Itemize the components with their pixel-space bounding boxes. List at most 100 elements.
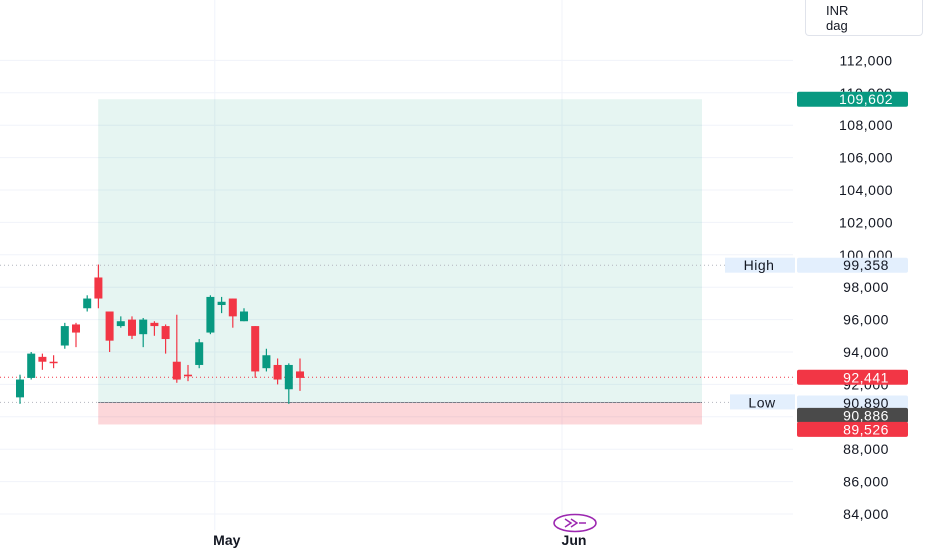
price-tick-label: 106,000 xyxy=(839,150,893,166)
candle-body xyxy=(273,364,282,380)
replay-forward-icon[interactable] xyxy=(553,513,597,533)
candle[interactable] xyxy=(296,358,304,391)
low-price-badge-bg xyxy=(797,395,908,411)
time-axis[interactable]: May Jun xyxy=(213,532,586,548)
low-tag-text: Low xyxy=(748,394,776,410)
candle[interactable] xyxy=(240,308,248,322)
candle[interactable] xyxy=(72,322,80,348)
candle[interactable] xyxy=(228,298,237,328)
candle[interactable] xyxy=(27,352,36,380)
candle[interactable] xyxy=(195,339,204,369)
replay-marker-arrow xyxy=(564,518,586,528)
candle[interactable] xyxy=(49,355,58,369)
low-price-badge: 90,890 xyxy=(797,395,908,411)
currency-label: INR xyxy=(826,3,849,18)
stop-price-badge: 89,526 xyxy=(797,421,908,437)
candle[interactable] xyxy=(262,348,271,372)
candle[interactable] xyxy=(184,364,192,382)
high-price-badge-bg xyxy=(797,257,908,273)
chart-grid xyxy=(0,0,793,530)
candle-body xyxy=(251,326,260,372)
last-price-badge-text: 92,441 xyxy=(843,369,889,385)
candle[interactable] xyxy=(38,353,47,370)
low-price-badge-text: 90,890 xyxy=(843,395,889,411)
low-tag: Low xyxy=(730,394,795,410)
reference-lines xyxy=(0,264,793,403)
interval-label: dag xyxy=(826,18,848,33)
candle[interactable] xyxy=(284,363,293,404)
candle-body xyxy=(128,319,136,336)
price-axis[interactable]: 84,00086,00088,00090,00092,00094,00096,0… xyxy=(839,52,893,522)
high-tag: High xyxy=(725,257,795,273)
candle[interactable] xyxy=(161,324,170,354)
candle[interactable] xyxy=(94,264,103,309)
candle[interactable] xyxy=(251,326,260,378)
price-tick-label: 84,000 xyxy=(843,506,889,522)
candle-body xyxy=(83,298,92,309)
candle-body xyxy=(184,374,192,377)
candles[interactable] xyxy=(16,264,304,404)
candle-body xyxy=(161,326,170,340)
candle-body xyxy=(296,371,304,378)
candle[interactable] xyxy=(16,374,24,404)
candle[interactable] xyxy=(206,295,215,335)
candle-body xyxy=(150,322,159,327)
currency-interval-label[interactable]: INR dag xyxy=(805,0,923,36)
last-price-badge: 92,441 xyxy=(797,369,908,385)
candle-body xyxy=(262,355,271,369)
candle[interactable] xyxy=(105,311,114,353)
candle[interactable] xyxy=(172,314,181,383)
candle-body xyxy=(105,311,114,341)
price-tick-label: 98,000 xyxy=(843,279,889,295)
high-price-badge: 99,358 xyxy=(797,257,908,273)
candle-body xyxy=(72,324,80,333)
replay-marker[interactable] xyxy=(553,513,597,533)
price-tick-label: 96,000 xyxy=(843,312,889,328)
candle-body xyxy=(228,298,237,317)
candle-body xyxy=(38,356,47,362)
candle[interactable] xyxy=(60,322,69,349)
time-tick-label: May xyxy=(213,532,240,548)
candle[interactable] xyxy=(139,317,148,348)
replay-marker-ring xyxy=(553,513,597,533)
candle[interactable] xyxy=(128,316,136,340)
entry-price-badge: 90,886 xyxy=(797,407,908,423)
candle-body xyxy=(206,296,215,333)
target-price-badge: 109,602 xyxy=(797,91,908,107)
stop-price-badge-text: 89,526 xyxy=(843,421,889,437)
candle-body xyxy=(139,319,148,335)
candle-body xyxy=(195,342,204,365)
stop-zone[interactable] xyxy=(98,402,702,425)
price-tick-label: 104,000 xyxy=(839,182,893,198)
price-tick-label: 88,000 xyxy=(843,441,889,457)
entry-price-badge-text: 90,886 xyxy=(843,407,889,423)
candle-body xyxy=(240,311,248,322)
low-tag-bg xyxy=(730,394,795,410)
candle[interactable] xyxy=(217,296,226,314)
high-price-badge-text: 99,358 xyxy=(843,257,889,273)
price-tick-label: 86,000 xyxy=(843,474,889,490)
candle[interactable] xyxy=(116,316,125,328)
target-price-badge-text: 109,602 xyxy=(839,91,893,107)
candle-body xyxy=(16,379,24,398)
candle-body xyxy=(27,353,36,378)
stop-price-badge-bg xyxy=(797,421,908,437)
candle-body xyxy=(94,277,103,299)
entry-price-badge-bg xyxy=(797,407,908,423)
target-zone[interactable] xyxy=(98,99,702,403)
price-tick-label: 102,000 xyxy=(839,214,893,230)
candle-body xyxy=(284,364,293,390)
high-tag-text: High xyxy=(744,257,775,273)
candle-body xyxy=(172,361,181,380)
candle[interactable] xyxy=(273,358,282,385)
time-tick-label: Jun xyxy=(562,532,587,548)
candle[interactable] xyxy=(150,321,159,336)
price-tick-label: 112,000 xyxy=(839,52,892,68)
price-tick-label: 94,000 xyxy=(843,344,889,360)
last-price-badge-bg xyxy=(797,369,908,385)
candle-body xyxy=(217,301,226,306)
candle[interactable] xyxy=(83,295,92,312)
price-tick-label: 108,000 xyxy=(839,117,893,133)
